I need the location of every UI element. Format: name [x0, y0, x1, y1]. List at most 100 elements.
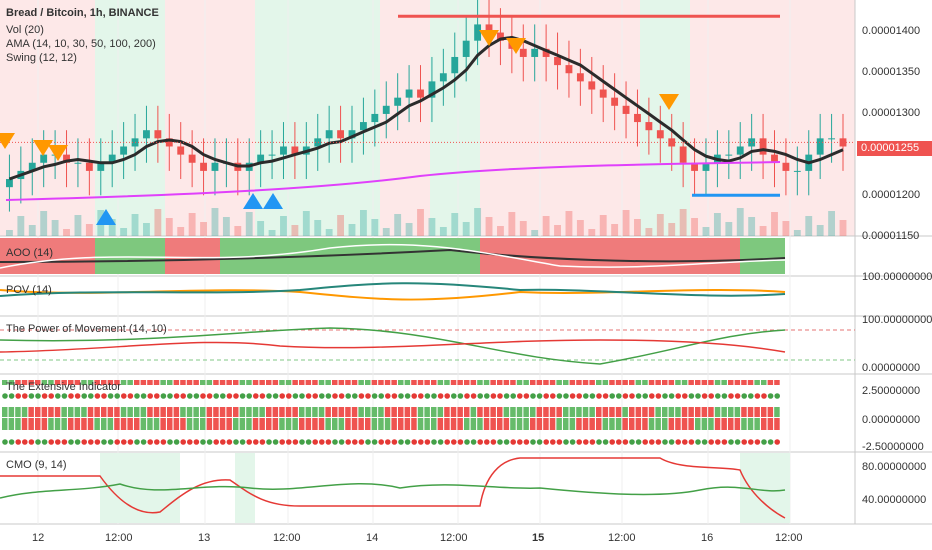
ext-dot: [22, 439, 28, 445]
ext-dot: [728, 439, 734, 445]
ext-dot: [233, 439, 239, 445]
candle-body: [28, 162, 36, 171]
ext-cell: [615, 407, 622, 417]
ext-dot: [140, 393, 147, 399]
ext-cell: [536, 380, 543, 385]
ext-cell: [28, 418, 34, 430]
ext-cell: [213, 407, 219, 417]
pane-pov-label[interactable]: POV (14): [6, 284, 52, 296]
ext-dot: [101, 393, 107, 399]
ext-cell: [384, 407, 391, 417]
candle-body: [759, 138, 767, 155]
sell-triangle: [48, 145, 68, 161]
indicator-ama[interactable]: AMA (14, 10, 30, 50, 100, 200): [6, 38, 156, 50]
ext-cell: [332, 380, 338, 385]
ext-cell: [41, 407, 48, 417]
ext-cell: [404, 418, 411, 430]
ext-cell: [662, 407, 668, 417]
indicator-vol[interactable]: Vol (20): [6, 24, 44, 36]
ext-cell: [200, 418, 206, 430]
pane-cmo-label[interactable]: CMO (9, 14): [6, 459, 67, 471]
ext-cell: [68, 407, 74, 417]
ext-dot: [708, 439, 714, 445]
ext-cell: [21, 407, 28, 417]
ext-cell: [622, 380, 628, 385]
candle-body: [748, 138, 756, 147]
ext-cell: [226, 380, 232, 385]
ext-dot: [477, 393, 484, 399]
time-axis-label: 12:00: [440, 532, 468, 544]
pane-pom-label[interactable]: The Power of Movement (14, 10): [6, 323, 167, 335]
ext-dot: [15, 393, 21, 399]
ext-dot: [589, 393, 596, 399]
time-axis-label: 12:00: [105, 532, 133, 544]
ext-cell: [596, 380, 602, 385]
ext-cell: [54, 407, 61, 417]
pane-ext-label[interactable]: The Extensive Indicator: [6, 381, 121, 393]
ext-dot: [2, 393, 8, 399]
ext-cell: [582, 380, 589, 385]
ext-dot: [761, 393, 767, 399]
ext-dot: [239, 393, 246, 399]
ext-dot: [774, 439, 780, 445]
zone-band: [95, 0, 165, 236]
ext-dot: [536, 393, 543, 399]
ext-cell: [81, 418, 87, 430]
ext-dot: [576, 439, 582, 445]
ext-cell: [642, 380, 648, 385]
volume-bar: [85, 224, 93, 236]
ext-cell: [206, 380, 213, 385]
ext-dot: [35, 439, 41, 445]
ext-dot: [444, 393, 451, 399]
ext-cell: [728, 380, 734, 385]
indicator-swing[interactable]: Swing (12, 12): [6, 52, 77, 64]
ext-cell: [15, 418, 21, 430]
ext-dot: [94, 439, 101, 445]
ext-cell: [233, 407, 239, 417]
ext-cell: [167, 407, 173, 417]
ext-dot: [609, 393, 615, 399]
ext-dot: [286, 393, 292, 399]
ext-cell: [695, 418, 701, 430]
ext-cell: [15, 407, 21, 417]
ext-cell: [21, 380, 28, 385]
volume-bar: [405, 223, 413, 236]
ext-cell: [120, 407, 127, 417]
ext-dot: [754, 439, 761, 445]
ext-cell: [648, 418, 655, 430]
ext-dot: [695, 393, 701, 399]
ext-dot: [345, 393, 352, 399]
ext-cell: [299, 418, 305, 430]
ext-dot: [688, 393, 695, 399]
pom-red-line: [0, 339, 786, 353]
ext-dot: [200, 439, 206, 445]
ext-dot: [68, 439, 74, 445]
ext-cell: [345, 407, 351, 417]
ext-dot: [114, 439, 120, 445]
ext-cell: [153, 418, 160, 430]
ext-cell: [431, 407, 437, 417]
candle-body: [428, 81, 436, 98]
aoo-band: [740, 238, 785, 274]
ext-dot: [398, 393, 404, 399]
ext-cell: [54, 380, 61, 385]
ext-cell: [417, 418, 424, 430]
ext-cell: [252, 407, 259, 417]
ext-cell: [299, 380, 305, 385]
ext-cell: [219, 407, 226, 417]
ext-cell: [305, 380, 312, 385]
ext-dot: [484, 439, 490, 445]
pom-green-line: [0, 327, 786, 365]
ext-dot: [649, 439, 655, 445]
ext-cell: [424, 380, 430, 385]
ext-dot: [28, 439, 35, 445]
ext-cell: [470, 407, 477, 417]
ext-cell: [734, 407, 741, 417]
ext-dot: [536, 439, 543, 445]
ext-dot: [451, 393, 457, 399]
ext-cell: [635, 418, 642, 430]
ext-cell: [688, 418, 694, 430]
ext-cell: [371, 407, 378, 417]
pane-aoo-label[interactable]: AOO (14): [6, 247, 54, 259]
